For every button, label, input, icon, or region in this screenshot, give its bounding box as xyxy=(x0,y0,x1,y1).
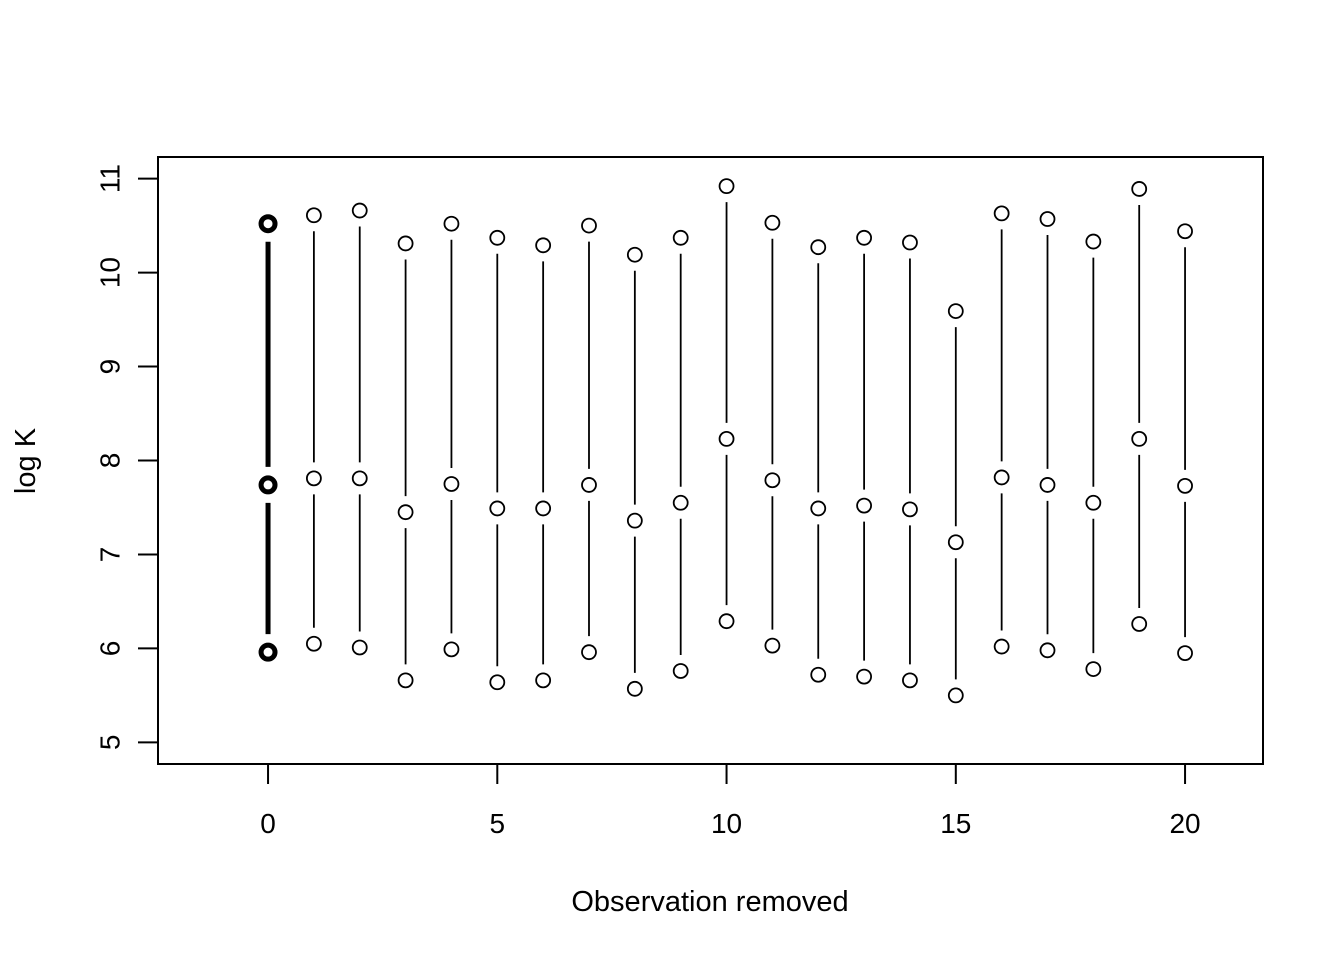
upper-bound-point xyxy=(351,202,368,219)
y-axis: 5 6 7 8 9 10 11 xyxy=(95,164,159,750)
upper-bound-point xyxy=(489,229,506,246)
estimate-point xyxy=(489,500,506,517)
y-tick-label: 7 xyxy=(95,547,126,563)
chart-marks xyxy=(258,178,1193,704)
upper-bound-point xyxy=(535,237,552,254)
y-tick-label: 5 xyxy=(95,735,126,751)
upper-bound-point xyxy=(443,215,460,232)
y-tick-label: 10 xyxy=(95,257,126,288)
x-tick-label: 15 xyxy=(940,808,971,839)
upper-bound-point xyxy=(902,234,918,251)
upper-bound-point xyxy=(764,214,781,231)
x-tick-label: 0 xyxy=(260,808,276,839)
lower-bound-point xyxy=(764,637,781,654)
upper-bound-point xyxy=(947,303,964,319)
estimate-point xyxy=(581,477,597,493)
x-tick-label: 20 xyxy=(1169,808,1200,839)
upper-bound-point xyxy=(1131,181,1148,197)
estimate-point xyxy=(947,534,964,551)
estimate-point xyxy=(626,512,643,529)
estimate-point xyxy=(1177,477,1193,494)
estimate-point xyxy=(856,497,872,514)
upper-bound-point xyxy=(581,217,597,234)
estimate-point xyxy=(672,494,689,511)
x-axis-label: Observation removed xyxy=(571,886,848,918)
y-tick-label: 8 xyxy=(95,453,126,469)
lower-bound-point xyxy=(535,672,552,689)
lower-bound-point xyxy=(902,672,918,689)
lower-bound-point xyxy=(489,674,506,691)
estimate-point xyxy=(718,430,735,447)
x-axis: 0 5 10 15 20 xyxy=(260,763,1201,839)
y-axis-label: log K xyxy=(10,427,42,494)
upper-bound-point xyxy=(993,205,1010,222)
upper-bound-point xyxy=(856,229,872,246)
lower-bound-point xyxy=(258,642,278,662)
lower-bound-point xyxy=(993,638,1010,655)
estimate-point xyxy=(993,469,1010,486)
estimate-point xyxy=(535,500,552,517)
upper-bound-point xyxy=(305,207,322,224)
estimate-point xyxy=(902,501,918,518)
lower-bound-point xyxy=(443,641,460,658)
lower-bound-point xyxy=(1177,645,1193,662)
estimate-point xyxy=(397,504,414,521)
lower-bound-point xyxy=(1039,642,1056,659)
lower-bound-point xyxy=(1131,616,1148,632)
upper-bound-point xyxy=(258,214,278,234)
x-tick-label: 10 xyxy=(711,808,742,839)
lower-bound-point xyxy=(1085,661,1102,677)
y-tick-label: 9 xyxy=(95,359,126,375)
y-tick-label: 11 xyxy=(95,164,126,193)
estimate-point xyxy=(764,472,781,489)
estimate-point xyxy=(810,500,827,517)
upper-bound-point xyxy=(626,246,643,263)
lower-bound-point xyxy=(626,680,643,697)
upper-bound-point xyxy=(810,239,827,256)
lower-bound-point xyxy=(351,639,368,656)
estimate-point xyxy=(1131,430,1148,447)
upper-bound-point xyxy=(718,178,735,195)
lower-bound-point xyxy=(672,663,689,679)
y-tick-label: 6 xyxy=(95,641,126,657)
lower-bound-point xyxy=(397,672,414,689)
upper-bound-point xyxy=(1085,233,1102,250)
estimate-point xyxy=(1085,494,1102,511)
estimate-point xyxy=(351,470,368,487)
lower-bound-point xyxy=(581,644,597,661)
estimate-point xyxy=(1039,477,1056,493)
upper-bound-point xyxy=(1039,211,1056,227)
x-tick-label: 5 xyxy=(490,808,506,839)
upper-bound-point xyxy=(672,229,689,246)
lower-bound-point xyxy=(947,687,964,704)
lower-bound-point xyxy=(718,613,735,630)
lower-bound-point xyxy=(856,668,872,685)
estimate-point xyxy=(305,470,322,487)
lower-bound-point xyxy=(810,666,827,683)
estimate-point xyxy=(258,475,278,495)
upper-bound-point xyxy=(397,235,414,252)
estimate-point xyxy=(443,476,460,492)
lower-bound-point xyxy=(305,635,322,652)
upper-bound-point xyxy=(1177,223,1193,240)
